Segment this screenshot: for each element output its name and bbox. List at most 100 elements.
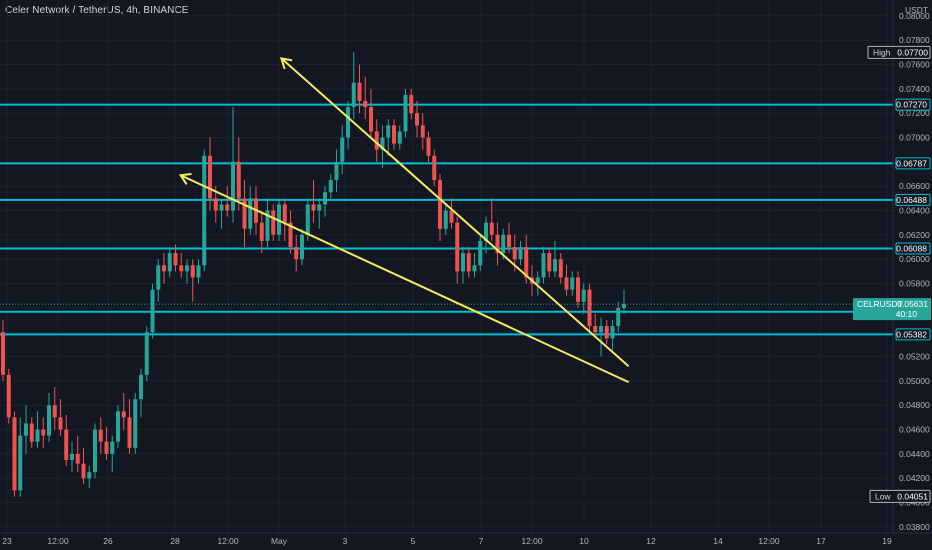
candle (587, 283, 592, 333)
candle (156, 259, 161, 302)
candle-body (541, 253, 546, 278)
candle-body (374, 131, 379, 150)
candle-body (156, 265, 161, 290)
x-tick-label: 3 (343, 536, 348, 546)
candle (139, 368, 143, 418)
candle-body (305, 204, 310, 235)
candle-body (443, 210, 448, 229)
candle-body (599, 326, 603, 333)
y-tick-label: 0.06200 (899, 230, 930, 240)
candle (386, 119, 391, 156)
candle (311, 180, 316, 223)
candle (64, 414, 69, 467)
candle-body (472, 265, 477, 272)
candle-body (185, 265, 189, 272)
candle-body (564, 277, 569, 290)
candle (196, 259, 201, 284)
candle-body (622, 304, 626, 308)
candle-body (547, 253, 552, 272)
candle (98, 417, 103, 454)
candle-body (121, 411, 126, 418)
candle (104, 427, 109, 460)
trendlines-layer (178, 57, 630, 384)
x-tick-label: 12:00 (521, 536, 543, 546)
svg-text:0.07270: 0.07270 (896, 100, 927, 110)
y-tick-label: 0.07400 (899, 84, 930, 94)
candle (409, 88, 414, 120)
trendline-lower[interactable] (180, 174, 630, 384)
candle (392, 119, 396, 150)
candle-body (415, 113, 419, 126)
candles-layer (1, 52, 626, 497)
x-tick-label: 26 (103, 536, 113, 546)
candle (489, 198, 494, 241)
candle-body (403, 94, 408, 132)
candle-body (535, 277, 540, 284)
candle (403, 88, 408, 138)
candle (558, 253, 563, 284)
y-tick-label: 0.05800 (899, 279, 930, 289)
x-tick-label: 14 (713, 536, 723, 546)
low-value: 0.04051 (897, 491, 928, 501)
candle-body (167, 253, 172, 272)
candle (363, 76, 368, 120)
candle-body (386, 125, 391, 138)
candle-body (351, 82, 356, 108)
candle-body (144, 332, 149, 375)
candle (438, 174, 442, 241)
svg-text:0.05382: 0.05382 (896, 329, 927, 339)
candle (323, 186, 327, 217)
candle (340, 125, 345, 175)
x-tick-label: 19 (882, 536, 892, 546)
candle-body (420, 125, 425, 138)
candle (190, 259, 195, 302)
candle-body (64, 429, 69, 460)
candle (70, 441, 74, 473)
candle-body (116, 411, 120, 442)
candle (449, 198, 454, 229)
candle-body (323, 192, 327, 205)
candle (110, 435, 115, 473)
candle (167, 247, 172, 278)
candle-body (478, 240, 483, 266)
candle (576, 271, 580, 308)
candle (478, 234, 483, 272)
candle (553, 240, 557, 278)
level-price-tag: 0.06488 (895, 193, 931, 206)
trendline-upper[interactable] (280, 57, 630, 368)
candle (420, 113, 425, 150)
x-tick-label: 5 (411, 536, 416, 546)
candle-body (507, 234, 511, 248)
y-tick-label: 0.07000 (899, 133, 930, 143)
candle (369, 88, 373, 138)
candle (259, 210, 264, 254)
candle (87, 466, 92, 488)
candle-body (24, 423, 28, 436)
candle-body (12, 417, 17, 491)
candle (208, 137, 212, 211)
high-tag: High 0.07700 (867, 45, 931, 59)
x-tick-label: May (271, 536, 288, 546)
candle (58, 399, 63, 436)
candle (616, 301, 621, 333)
candle (41, 417, 46, 448)
candle-body (340, 137, 345, 162)
candle (231, 107, 235, 223)
candle-body (288, 222, 293, 248)
x-tick-label: 12 (646, 536, 656, 546)
y-tick-label: 0.05000 (899, 376, 930, 386)
candle-body (461, 253, 465, 272)
candle-body (553, 259, 557, 272)
candle-body (190, 265, 195, 278)
candle (466, 247, 471, 278)
candle-body (242, 198, 247, 229)
candle-body (380, 137, 385, 150)
high-value: 0.07700 (897, 47, 928, 57)
candle (248, 186, 253, 235)
trendline-lower-arrowhead (178, 172, 192, 185)
svg-text:0.06088: 0.06088 (896, 243, 927, 253)
candle (185, 259, 189, 284)
candle (374, 119, 379, 162)
candle-body (139, 374, 143, 400)
